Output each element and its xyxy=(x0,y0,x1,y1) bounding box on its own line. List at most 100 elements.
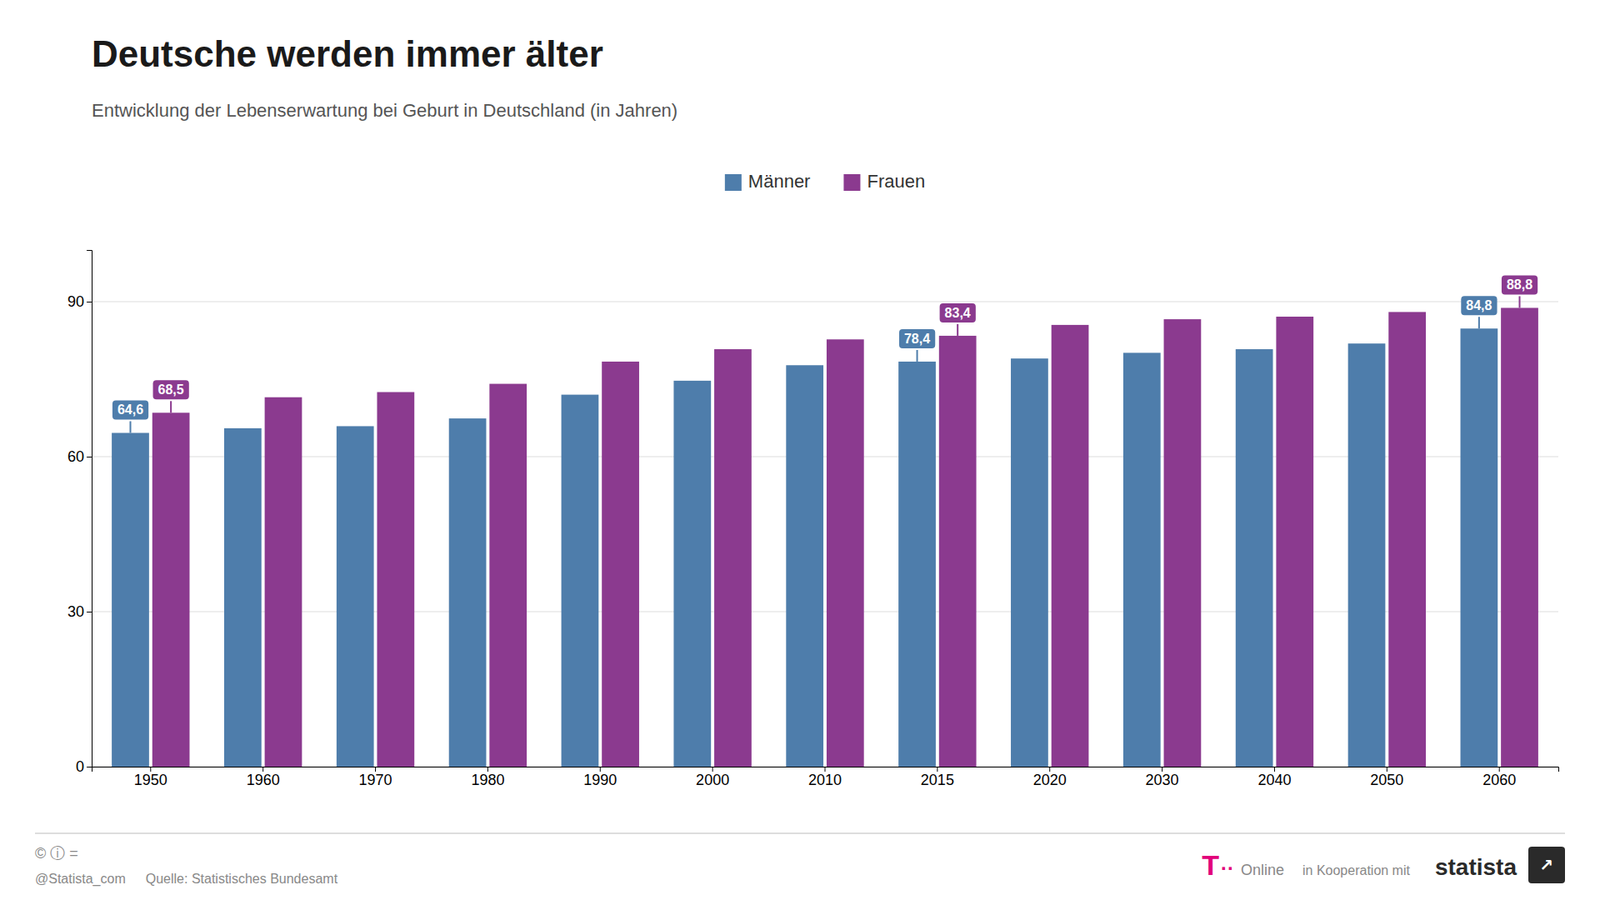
branding: T··Onlinein Kooperation mitstatista↗ xyxy=(1201,846,1565,884)
legend-label: Männer xyxy=(748,170,811,192)
data-label-group: 84,8 xyxy=(1460,295,1497,329)
bar xyxy=(561,395,600,767)
label-box xyxy=(153,380,190,400)
tick-mark xyxy=(86,611,92,613)
label-connector xyxy=(170,400,172,413)
data-label-group: 68,5 xyxy=(153,380,190,413)
tick-label: 1980 xyxy=(470,771,505,789)
brand-text: ·· xyxy=(1220,856,1235,880)
data-label-group: 78,4 xyxy=(899,329,935,362)
tick-label: 2020 xyxy=(1033,771,1067,789)
tick: 0 xyxy=(75,758,92,775)
data-label-group: 83,4 xyxy=(940,303,976,336)
tick: 2010 xyxy=(808,766,842,789)
bar xyxy=(1051,325,1090,767)
bar xyxy=(939,335,977,767)
title: Deutsche werden immer älter xyxy=(91,33,604,75)
plot-area: 0 30 60 90 1950 1960 1970 1980 1990 2000 2010 2015 2… xyxy=(67,250,1560,789)
tick: 2050 xyxy=(1370,766,1404,789)
tick: 2015 xyxy=(920,766,955,789)
data-label: 68,5 xyxy=(158,382,185,397)
bar xyxy=(111,432,150,767)
bar xyxy=(1500,307,1539,767)
bar xyxy=(1275,316,1314,767)
bar xyxy=(1388,311,1426,767)
subtitle: Entwicklung der Lebenserwartung bei Gebu… xyxy=(91,100,678,121)
tick: 2030 xyxy=(1145,766,1180,789)
legend: Männer Frauen xyxy=(725,170,925,192)
tick-label: 1970 xyxy=(359,771,393,789)
brand-text: statista xyxy=(1435,854,1517,880)
axis-line xyxy=(86,250,93,768)
tick-label: 60 xyxy=(67,448,85,465)
tick-label: 1950 xyxy=(134,771,168,789)
legend-item: Frauen xyxy=(843,170,925,192)
bar xyxy=(489,384,527,767)
y-axis: 0 30 60 90 xyxy=(67,250,93,776)
label-connector xyxy=(129,420,131,433)
bar xyxy=(1123,352,1161,767)
tick: 90 xyxy=(67,293,92,310)
tick: 1960 xyxy=(246,766,280,789)
bar xyxy=(1164,319,1202,767)
grid-line xyxy=(91,611,1559,613)
data-label: 88,8 xyxy=(1506,277,1533,292)
tick-label: 2040 xyxy=(1257,771,1291,789)
label-box xyxy=(899,329,935,349)
bar xyxy=(673,380,711,767)
tick: 2060 xyxy=(1482,766,1516,789)
footer-handle: @Statista_com xyxy=(35,871,126,887)
bar xyxy=(376,392,415,768)
bar xyxy=(336,425,375,767)
bars xyxy=(111,307,1539,767)
tick-mark xyxy=(86,301,92,303)
data-labels: 64,6 78,4 84,8 68,5 83,4 88,8 xyxy=(112,275,1538,433)
data-label: 84,8 xyxy=(1465,298,1492,313)
tick-label: 2010 xyxy=(808,771,842,789)
footer-separator xyxy=(35,833,1565,835)
legend-swatch xyxy=(725,174,742,191)
brand-text: ↗ xyxy=(1540,855,1555,875)
data-label: 64,6 xyxy=(117,402,144,417)
brand-text: in Kooperation mit xyxy=(1302,863,1411,878)
bar xyxy=(1235,349,1274,767)
tick: 1980 xyxy=(470,766,505,789)
legend-label: Frauen xyxy=(866,170,925,192)
footer-icons: © ⓘ = xyxy=(35,845,79,862)
data-label-group: 64,6 xyxy=(112,400,149,433)
label-connector xyxy=(916,350,919,362)
label-box xyxy=(112,400,149,420)
grid xyxy=(91,301,1559,767)
tick-label: 30 xyxy=(67,603,85,620)
tick-label: 1960 xyxy=(246,771,280,789)
grid-line xyxy=(91,301,1559,303)
tick-label: 0 xyxy=(75,758,85,775)
tick-label: 2000 xyxy=(695,771,730,789)
label-box xyxy=(1501,275,1538,295)
bar xyxy=(224,428,262,767)
tick: 2020 xyxy=(1033,766,1067,789)
label-connector xyxy=(1478,316,1480,329)
tick: 1990 xyxy=(583,766,617,789)
tick: 2000 xyxy=(695,766,730,789)
tick-mark xyxy=(86,456,92,458)
bar xyxy=(826,339,865,767)
bar xyxy=(785,365,824,767)
tick: 30 xyxy=(67,603,92,620)
bar xyxy=(265,397,303,767)
bar xyxy=(898,361,936,767)
tick: 1970 xyxy=(359,766,393,789)
x-axis: 1950 1960 1970 1980 1990 2000 2010 2015 2020 2030… xyxy=(92,766,1560,789)
tick-label: 2015 xyxy=(920,771,955,789)
grid-line xyxy=(91,456,1559,458)
label-connector xyxy=(956,324,959,336)
bar xyxy=(714,349,752,767)
data-label: 83,4 xyxy=(945,305,971,320)
tick-label: 2060 xyxy=(1482,771,1516,789)
label-connector xyxy=(1519,295,1521,308)
bar xyxy=(152,412,190,767)
tick-label: 1990 xyxy=(583,771,617,789)
source: Quelle: Statistisches Bundesamt xyxy=(145,871,339,886)
bar xyxy=(449,418,487,767)
tick-label: 90 xyxy=(67,293,85,310)
